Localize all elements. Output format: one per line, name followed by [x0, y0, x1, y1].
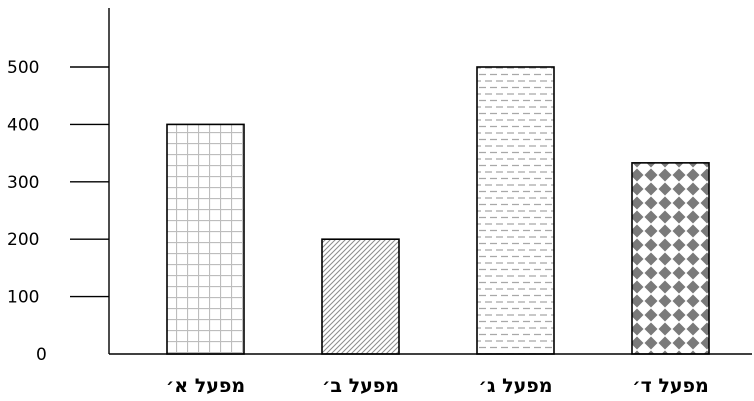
- bar: [631, 162, 710, 355]
- x-category-label: מפעל ג׳: [479, 375, 553, 397]
- x-category-label: מפעל א׳: [166, 375, 245, 397]
- bar: [321, 238, 400, 355]
- bar: [166, 123, 245, 355]
- y-tick-label: 200: [7, 230, 39, 250]
- y-ticks: 0 100 200 300 400 500: [7, 58, 109, 365]
- x-category-label: מפעל ב׳: [322, 375, 399, 397]
- bar: [476, 66, 555, 355]
- y-tick-label: 400: [7, 115, 39, 135]
- y-tick-label: 500: [7, 58, 39, 78]
- y-tick-label: 300: [7, 173, 39, 193]
- bars: [166, 66, 710, 355]
- y-tick-label: 0: [36, 345, 47, 365]
- x-category-label: מפעל ד׳: [632, 375, 709, 397]
- x-categories: מפעל א׳ מפעל ב׳ מפעל ג׳ מפעל ד׳: [166, 375, 709, 397]
- y-tick-label: 100: [7, 288, 39, 308]
